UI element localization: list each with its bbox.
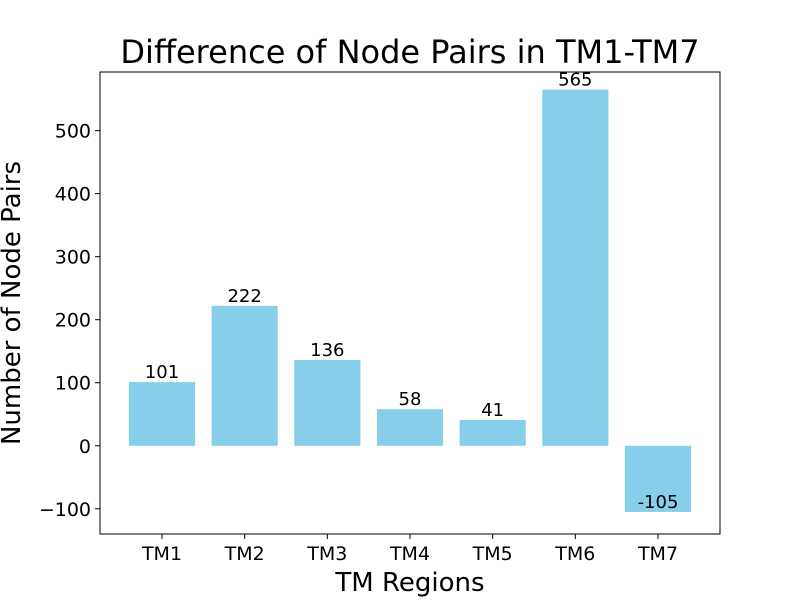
- data-label-tm7: -105: [638, 492, 679, 513]
- data-label-tm3: 136: [310, 340, 344, 361]
- y-axis-ticks: −100 0 100 200 300 400 500: [39, 121, 100, 521]
- bar-tm1: [128, 382, 196, 446]
- data-label-tm5: 41: [481, 400, 504, 421]
- x-axis-ticks: TM1 TM2 TM3 TM4 TM5 TM6 TM7: [141, 534, 678, 565]
- x-tick-label: TM7: [637, 543, 678, 565]
- data-label-tm1: 101: [145, 362, 179, 383]
- y-tick-label: 300: [55, 247, 91, 269]
- x-tick-label: TM3: [306, 543, 347, 565]
- data-label-tm6: 565: [558, 70, 592, 91]
- data-label-tm2: 222: [227, 286, 261, 307]
- y-tick-label: 0: [79, 436, 91, 458]
- chart-title: Difference of Node Pairs in TM1-TM7: [120, 33, 699, 71]
- bar-tm2: [211, 305, 278, 446]
- bar-tm3: [294, 360, 361, 446]
- bars-group: [128, 89, 692, 512]
- bar-tm5: [459, 419, 526, 446]
- bar-tm4: [376, 409, 444, 446]
- data-labels-group: 101 222 136 58 41 565 -105: [145, 70, 679, 513]
- plot-frame: [99, 71, 721, 535]
- x-tick-label: TM2: [224, 543, 265, 565]
- x-tick-label: TM5: [472, 543, 513, 565]
- bar-tm6: [542, 89, 609, 446]
- x-tick-label: TM4: [389, 543, 430, 565]
- x-tick-label: TM1: [141, 543, 182, 565]
- y-axis-label: Number of Node Pairs: [0, 161, 27, 445]
- data-label-tm4: 58: [399, 389, 422, 410]
- y-tick-label: 500: [55, 121, 91, 143]
- y-tick-label: 100: [55, 373, 91, 395]
- y-tick-label: 200: [55, 310, 91, 332]
- y-tick-label: 400: [55, 184, 91, 206]
- x-tick-label: TM6: [554, 543, 595, 565]
- x-axis-label: TM Regions: [334, 568, 484, 598]
- y-tick-label: −100: [39, 499, 91, 521]
- bar-tm7: [624, 445, 692, 512]
